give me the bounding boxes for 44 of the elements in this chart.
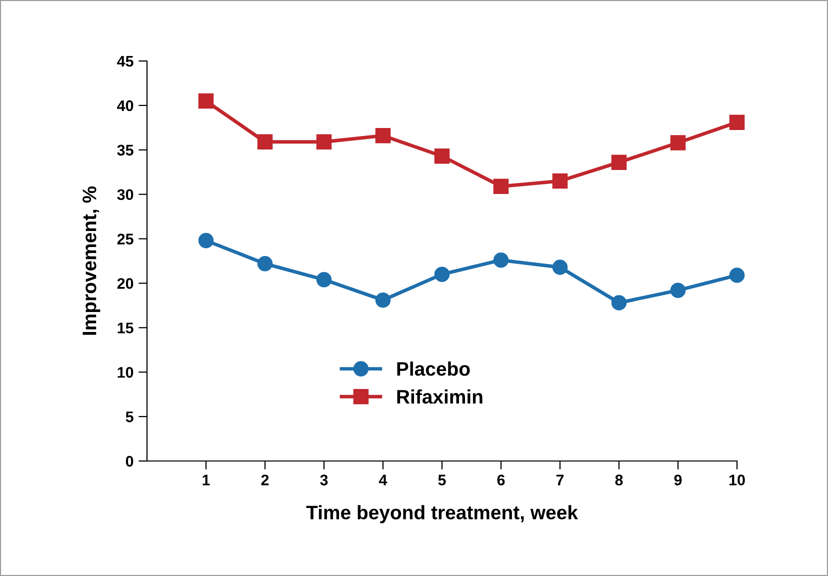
point — [729, 114, 745, 130]
point — [493, 178, 509, 194]
x-tick-label: 9 — [674, 474, 682, 486]
x-tick-label: 10 — [729, 474, 745, 486]
y-axis-title: Improvement, % — [82, 186, 100, 335]
point — [729, 268, 745, 283]
point — [257, 256, 273, 272]
point — [375, 128, 391, 144]
point — [198, 93, 214, 109]
y-tick-label: 10 — [118, 366, 134, 378]
x-tick-label: 3 — [320, 474, 328, 486]
point — [670, 135, 686, 150]
point — [316, 272, 332, 288]
x-tick-label: 8 — [615, 474, 623, 486]
y-tick-label: 15 — [118, 322, 134, 334]
point — [611, 154, 627, 170]
point — [552, 173, 568, 189]
x-tick-label: 7 — [556, 474, 564, 486]
point — [257, 134, 273, 150]
y-tick-label: 40 — [117, 100, 134, 112]
legend-label: Placebo — [397, 362, 470, 376]
point — [375, 292, 391, 308]
y-tick-label: 30 — [117, 189, 134, 200]
point — [316, 134, 332, 150]
y-tick-label: 0 — [126, 456, 134, 467]
y-tick-label: 35 — [117, 144, 134, 156]
point — [670, 282, 686, 298]
point — [198, 232, 214, 248]
x-tick-label: 1 — [202, 474, 210, 486]
y-tick-label: 25 — [117, 234, 134, 244]
x-tick-label: 2 — [261, 474, 269, 486]
y-tick-label: 20 — [117, 278, 134, 289]
y-tick-label: 5 — [126, 412, 134, 422]
point — [493, 252, 509, 268]
x-tick-label: 4 — [378, 474, 388, 486]
point — [611, 295, 627, 310]
point — [434, 266, 450, 282]
y-tick-label: 45 — [117, 56, 134, 67]
legend-label: Rifaximin — [397, 389, 482, 404]
x-tick-label: 5 — [438, 474, 446, 486]
x-axis-title: Time beyond treatment, week — [306, 505, 578, 524]
x-tick-label: 6 — [497, 474, 505, 486]
point — [552, 260, 568, 275]
point — [434, 148, 450, 164]
